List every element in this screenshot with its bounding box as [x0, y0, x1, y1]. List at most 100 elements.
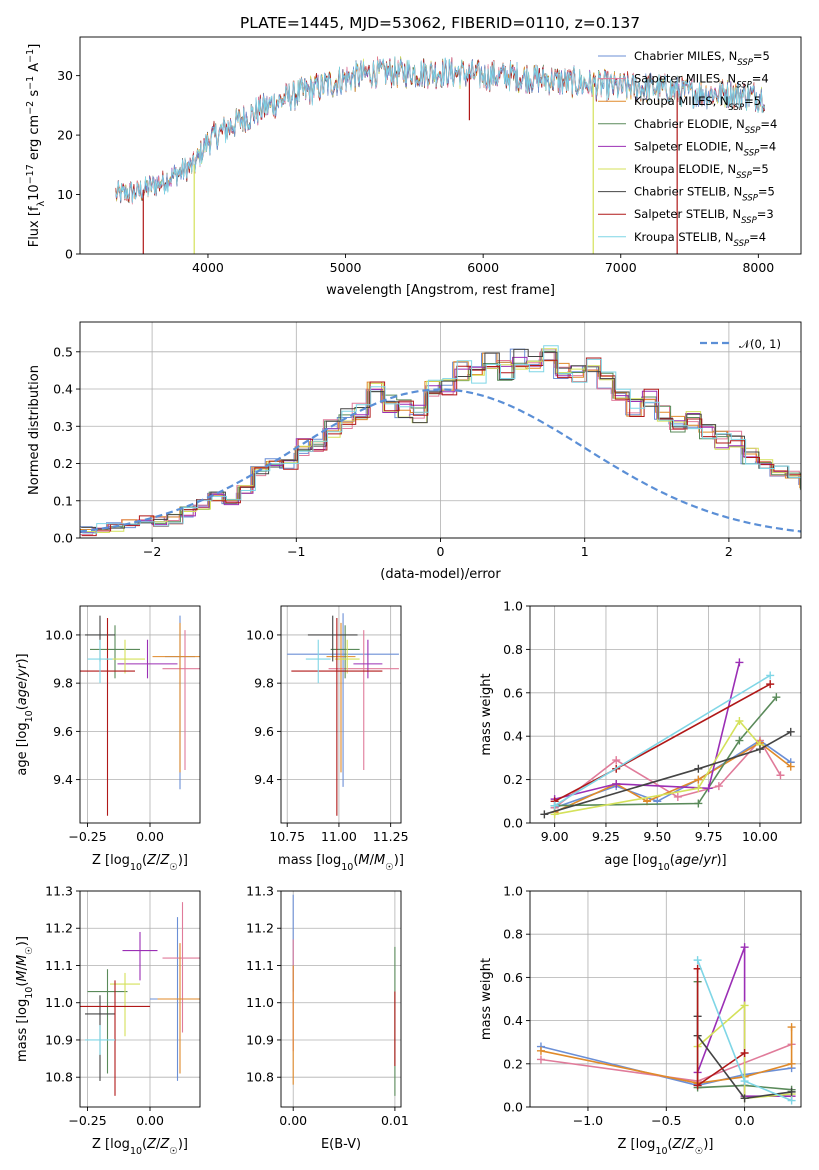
mass-weight-line-3: [554, 696, 778, 807]
label-part: mass weight: [479, 673, 494, 755]
mass-weight-marker: [714, 782, 723, 791]
y-tick-label: 0.2: [53, 456, 73, 471]
histogram-series-6: [81, 348, 801, 530]
label-part: M: [15, 970, 30, 981]
y-tick-label: 0: [65, 247, 73, 262]
y-tick-label: 9.4: [254, 772, 274, 787]
label-part: Z: [159, 853, 170, 868]
label-part: −1: [25, 49, 36, 63]
label-part: age [log: [15, 722, 30, 775]
label-part: −17: [25, 164, 36, 184]
label-part: E(B-V): [321, 1137, 361, 1152]
legend-entry: Chabrier STELIB, NSSP=5: [634, 185, 775, 204]
y-tick-label: 10.8: [45, 1070, 73, 1085]
legend-val: =5: [752, 162, 769, 176]
y-tick-label: 0.3: [53, 419, 73, 434]
x-tick-label: 9.50: [643, 829, 671, 844]
massweight_vs_age-axes: 9.00 9.25 9.50 9.75 10.00 0.0 0.2 0.4 0.6 0.8 1.0: [503, 599, 801, 844]
mass-weight-marker: [612, 779, 621, 788]
label-part: 10: [24, 987, 35, 999]
label-part: (: [670, 853, 675, 868]
histogram-series-0: [80, 348, 801, 530]
massweight_vs_Z-xlabel: Z [log10(Z/Z☉)]: [618, 1137, 714, 1157]
label-part: Z [log: [618, 1137, 656, 1152]
label-part: Flux [f: [27, 206, 42, 247]
x-tick-label: 0.0: [735, 1113, 755, 1128]
x-tick-label: 0.00: [279, 1113, 307, 1128]
legend-val: =3: [757, 207, 774, 221]
label-part: s: [27, 90, 42, 101]
y-tick-label: 0.1: [53, 493, 73, 508]
label-part: /: [15, 676, 30, 681]
label-part: −2: [25, 101, 36, 115]
y-tick-label: 0.0: [53, 531, 73, 546]
mass-weight-marker: [693, 956, 702, 965]
x-tick-label: −1.0: [573, 1113, 603, 1128]
massweight_vs_age-xlabel: age [log10(age/yr)]: [604, 853, 726, 873]
legend-sub: SSP: [734, 239, 750, 249]
y-tick-label: 11.0: [45, 995, 73, 1010]
label-part: age: [675, 853, 699, 868]
label-part: Normed distribution: [27, 365, 42, 495]
mass_vs_Z-errorbars: [80, 902, 200, 1096]
legend-sub: SSP: [736, 171, 752, 181]
mass_vs_Z-axes: −0.25 0.00 10.8 10.9 11.0 11.1 11.2 11.3: [45, 884, 200, 1128]
y-tick-label: 30: [57, 68, 73, 83]
legend-sub: SSP: [736, 81, 752, 91]
histogram-frame: [79, 321, 802, 539]
label-part: M: [15, 955, 30, 966]
legend-text: Chabrier STELIB, N: [634, 185, 742, 199]
label-part: Z [log: [92, 1137, 130, 1152]
x-tick-label: 0.01: [381, 1113, 409, 1128]
x-tick-label: 11.00: [321, 829, 357, 844]
label-part: −1: [25, 76, 36, 90]
label-part: mass [log: [15, 999, 30, 1062]
label-part: )]: [703, 1137, 713, 1152]
y-tick-label: 9.6: [53, 724, 73, 739]
mass-weight-marker: [612, 756, 621, 765]
label-part: (: [142, 853, 147, 868]
mass-weight-line-4: [554, 662, 741, 800]
label-part: (data-model)/error: [380, 567, 501, 582]
mass_vs_EBV-errorbars: [292, 894, 396, 1096]
label-part: )]: [15, 936, 30, 946]
x-tick-label: 8000: [742, 260, 774, 275]
y-tick-label: 11.2: [246, 921, 274, 936]
legend-sub: SSP: [744, 148, 760, 158]
histogram-steps: [80, 345, 801, 537]
spectrum-lines: [115, 56, 766, 254]
label-part: ☉: [169, 1146, 178, 1157]
y-tick-label: 9.8: [53, 676, 73, 691]
label-part: (: [668, 1137, 673, 1152]
legend-val: =4: [760, 117, 777, 131]
mass-weight-marker: [735, 717, 744, 726]
x-tick-label: 9.75: [695, 829, 723, 844]
x-tick-label: −0.25: [68, 1113, 106, 1128]
legend-sub: SSP: [745, 126, 761, 136]
mass-weight-line-6: [544, 731, 792, 816]
label-part: Z: [685, 1137, 696, 1152]
mass-weight-marker: [755, 745, 764, 754]
histogram-series-5: [80, 348, 801, 533]
x-tick-label: 5000: [330, 260, 362, 275]
x-tick-label: 4000: [192, 260, 224, 275]
age_vs_mass-frame: [280, 605, 402, 824]
mass-weight-marker: [735, 658, 744, 667]
label-part: age: [15, 681, 30, 705]
y-tick-label: 11.3: [246, 884, 274, 899]
label-part: /: [15, 965, 30, 970]
legend-text: Chabrier ELODIE, N: [634, 117, 745, 131]
legend-val: =5: [758, 185, 775, 199]
y-tick-label: 11.1: [45, 958, 73, 973]
x-tick-label: 7000: [605, 260, 637, 275]
label-part: )]: [394, 853, 404, 868]
histogram-series-4: [80, 348, 801, 533]
spectrum-frame: [79, 36, 802, 255]
mass-weight-line-0: [554, 739, 792, 809]
mass-weight-marker: [766, 680, 775, 689]
spectrum-line-8: [115, 56, 765, 203]
y-tick-label: 0.5: [53, 344, 73, 359]
y-tick-label: 10.9: [45, 1032, 73, 1047]
x-tick-label: −0.25: [68, 829, 106, 844]
mass-weight-marker: [776, 771, 785, 780]
